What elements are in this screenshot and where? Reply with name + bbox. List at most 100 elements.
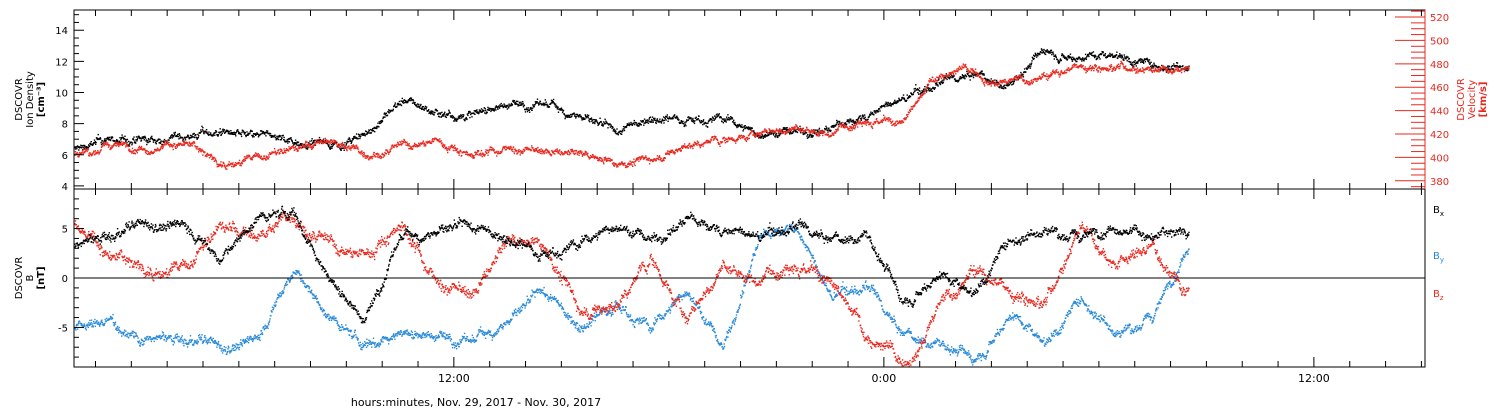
data-point: [341, 141, 344, 144]
data-point: [162, 145, 164, 147]
data-point: [257, 136, 260, 138]
data-point: [1093, 55, 1095, 58]
data-point: [775, 132, 778, 135]
data-point: [389, 150, 392, 153]
data-point: [980, 70, 982, 73]
data-point: [1026, 68, 1028, 70]
data-point: [583, 152, 586, 155]
data-point: [416, 106, 418, 108]
data-point: [231, 163, 234, 166]
data-point: [529, 108, 531, 110]
data-point: [83, 147, 85, 150]
data-point: [496, 107, 499, 109]
data-point: [215, 160, 217, 162]
data-point: [515, 149, 518, 152]
data-point: [1138, 60, 1140, 62]
data-point: [224, 132, 226, 134]
data-point: [220, 134, 223, 136]
data-point: [519, 104, 522, 106]
data-point: [307, 143, 310, 145]
data-point: [174, 143, 176, 145]
data-point: [540, 150, 543, 153]
data-point: [845, 125, 847, 127]
data-point: [453, 120, 455, 122]
data-point: [243, 158, 245, 161]
data-point: [927, 87, 929, 89]
data-point: [608, 157, 610, 160]
data-point: [707, 140, 709, 142]
data-point: [230, 162, 232, 165]
data-point: [981, 73, 984, 75]
data-point: [995, 81, 997, 83]
data-point: [963, 76, 966, 78]
data-point: [309, 143, 312, 146]
data-point: [953, 70, 956, 72]
data-point: [511, 103, 514, 106]
data-point: [304, 144, 306, 147]
data-point: [799, 125, 801, 128]
data-point: [699, 145, 701, 147]
data-point: [652, 119, 654, 122]
data-point: [417, 144, 419, 147]
data-point: [315, 139, 318, 141]
data-point: [313, 139, 316, 142]
data-point: [453, 117, 455, 119]
data-point: [864, 120, 867, 122]
data-point: [995, 83, 997, 86]
data-point: [144, 135, 146, 138]
data-point: [390, 148, 392, 151]
data-point: [1071, 58, 1073, 61]
data-point: [543, 152, 545, 155]
data-point: [400, 141, 402, 143]
data-point: [139, 148, 141, 150]
data-point: [693, 141, 696, 143]
data-point: [784, 133, 786, 135]
data-point: [664, 118, 666, 120]
data-point: [892, 120, 894, 122]
data-point: [250, 158, 252, 160]
data-point: [1136, 62, 1138, 64]
data-point: [276, 138, 279, 140]
data-point: [244, 158, 246, 160]
data-point: [308, 143, 311, 145]
data-point: [139, 147, 142, 149]
data-point: [299, 143, 302, 145]
data-point: [844, 126, 846, 129]
data-point: [879, 110, 881, 112]
data-point: [725, 138, 727, 141]
data-point: [207, 153, 209, 155]
data-point: [198, 151, 200, 153]
data-point: [818, 133, 821, 136]
data-point: [683, 125, 685, 128]
data-point: [1009, 82, 1011, 85]
data-point: [516, 103, 518, 106]
data-point: [158, 141, 161, 144]
data-point: [400, 144, 403, 146]
data-point: [1065, 57, 1068, 59]
data-point: [481, 153, 483, 155]
data-point: [802, 132, 804, 134]
data-point: [810, 130, 812, 132]
data-point: [380, 120, 382, 122]
data-point: [777, 132, 780, 134]
data-point: [269, 132, 272, 135]
data-point: [588, 120, 590, 122]
data-point: [601, 160, 604, 162]
data-point: [253, 136, 255, 138]
data-point: [329, 147, 331, 149]
data-point: [597, 122, 599, 124]
data-point: [885, 102, 888, 105]
data-point: [691, 120, 694, 123]
data-point: [271, 134, 273, 137]
data-point: [123, 143, 126, 145]
data-point: [541, 149, 544, 151]
data-point: [1001, 80, 1003, 82]
data-point: [620, 130, 622, 133]
data-point: [564, 150, 566, 153]
data-point: [932, 86, 934, 89]
data-point: [736, 139, 739, 141]
data-point: [159, 138, 161, 141]
data-point: [346, 148, 348, 151]
data-point: [538, 149, 540, 152]
